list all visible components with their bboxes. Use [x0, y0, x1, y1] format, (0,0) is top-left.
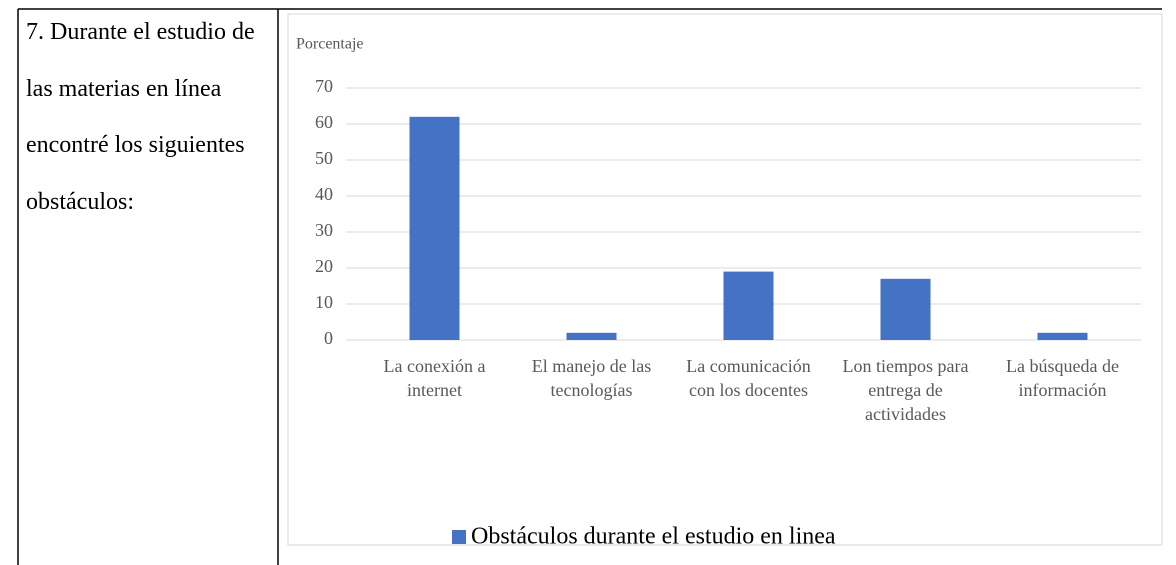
y-tick-label: 40: [315, 184, 333, 204]
y-tick-label: 60: [315, 112, 333, 132]
legend-label: Obstáculos durante el estudio en linea: [471, 524, 836, 550]
chart-frame: [287, 13, 1163, 546]
bar: [723, 271, 774, 340]
legend-swatch: [452, 530, 466, 544]
y-tick-label: 20: [315, 256, 333, 276]
y-tick-label: 70: [315, 76, 333, 96]
x-tick-label: La comunicación con los docentes: [686, 356, 811, 400]
bar: [566, 332, 617, 340]
y-tick-label: 0: [324, 328, 333, 348]
x-tick-label: Lon tiempos para entrega de actividades: [842, 356, 969, 424]
bar: [409, 116, 460, 340]
y-tick-label: 30: [315, 220, 333, 240]
y-axis-label: Porcentaje: [296, 36, 364, 53]
question-text: 7. Durante el estudio de las materias en…: [26, 19, 255, 215]
bar: [1037, 332, 1088, 340]
bar: [880, 278, 931, 340]
x-tick-label: La conexión a internet: [383, 356, 486, 400]
y-tick-label: 10: [315, 292, 333, 312]
x-tick-label: El manejo de las tecnologías: [531, 356, 652, 400]
x-tick-label: La búsqueda de información: [1006, 356, 1119, 400]
y-tick-label: 50: [315, 148, 333, 168]
